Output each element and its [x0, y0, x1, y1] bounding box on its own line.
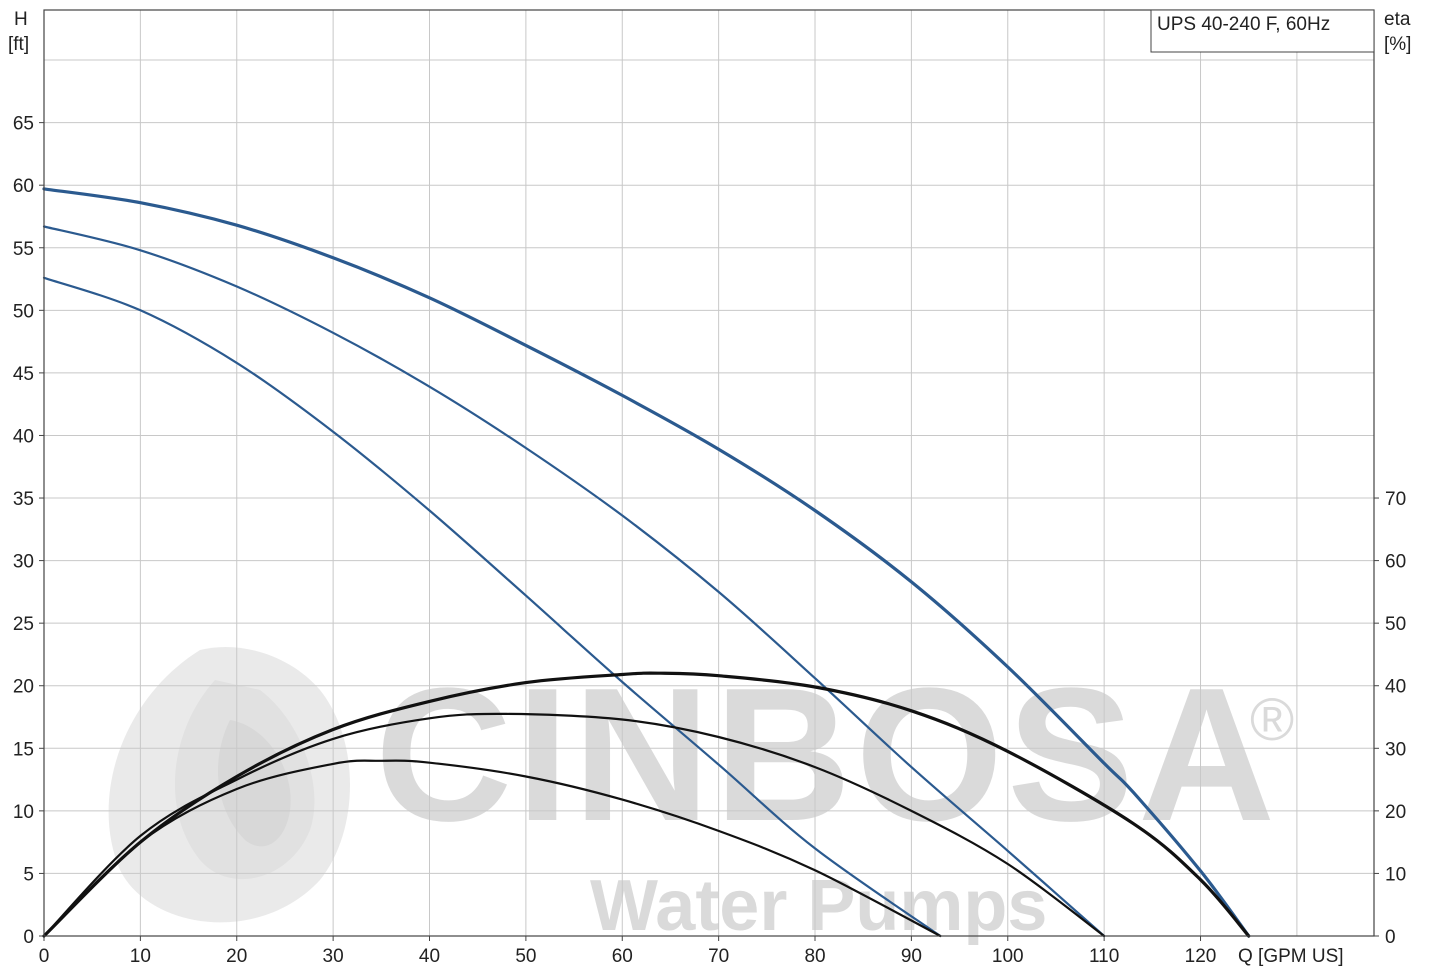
chart-title: UPS 40-240 F, 60Hz	[1157, 14, 1330, 35]
x-axis-label: Q [GPM US]	[1238, 946, 1344, 967]
x-tick-label: 10	[130, 946, 151, 967]
head-curve-1	[42, 187, 1251, 938]
y-left-tick-label: 15	[13, 739, 34, 760]
x-tick-label: 50	[515, 946, 536, 967]
chart-title-box: UPS 40-240 F, 60Hz	[1150, 9, 1375, 53]
watermark-registered: ®	[1250, 686, 1294, 753]
y-left-tick-label: 40	[13, 426, 34, 447]
x-tick-label: 60	[612, 946, 633, 967]
series-group	[42, 187, 1251, 938]
y-left-tick-label: 5	[23, 864, 34, 885]
watermark: CINBOSA Water Pumps ®	[108, 646, 1294, 946]
y-left-label-line2: [ft]	[8, 34, 29, 55]
y-right-tick-label: 10	[1385, 864, 1406, 885]
y-right-tick-label: 70	[1385, 489, 1406, 510]
y-left-tick-label: 0	[23, 927, 34, 948]
y-left-tick-label: 35	[13, 489, 34, 510]
head-curve-2	[42, 225, 1106, 938]
y-left-tick-label: 30	[13, 552, 34, 573]
efficiency-curve-1	[42, 671, 1251, 938]
y-right-tick-label: 0	[1385, 927, 1396, 948]
grid	[44, 10, 1374, 936]
y-right-tick-label: 60	[1385, 552, 1406, 573]
x-tick-label: 20	[226, 946, 247, 967]
y-right-label-line2: [%]	[1384, 34, 1411, 55]
x-tick-label: 90	[901, 946, 922, 967]
x-tick-label: 40	[419, 946, 440, 967]
x-tick-label: 110	[1089, 946, 1119, 967]
y-left-tick-label: 60	[13, 176, 34, 197]
y-left-tick-label: 65	[13, 114, 34, 135]
y-left-label-line1: H	[14, 9, 28, 30]
y-right-tick-label: 40	[1385, 677, 1406, 698]
x-tick-label: 70	[708, 946, 729, 967]
y-left-tick-labels: 0 5 10 15 20 25 30 35 40 45 50 55 60 65	[13, 114, 44, 948]
x-tick-label: 100	[992, 946, 1024, 967]
y-left-tick-label: 45	[13, 364, 34, 385]
x-tick-label: 120	[1185, 946, 1217, 967]
head-curve-3	[42, 276, 942, 938]
y-right-tick-label: 20	[1385, 802, 1406, 823]
y-right-label-line1: eta	[1384, 9, 1411, 30]
y-left-tick-label: 10	[13, 802, 34, 823]
y-left-tick-label: 50	[13, 301, 34, 322]
efficiency-curve-2	[42, 712, 1106, 938]
efficiency-curve-3	[42, 759, 942, 938]
y-right-tick-labels: 0 10 20 30 40 50 60 70	[1374, 489, 1406, 948]
y-left-tick-label: 55	[13, 239, 34, 260]
plot-frame	[43, 9, 1375, 937]
x-tick-label: 0	[39, 946, 50, 967]
x-tick-label: 80	[804, 946, 825, 967]
y-right-tick-label: 50	[1385, 614, 1406, 635]
watermark-logo-icon	[108, 646, 350, 923]
y-left-tick-label: 25	[13, 614, 34, 635]
y-left-tick-label: 20	[13, 677, 34, 698]
x-tick-labels: 0 10 20 30 40 50 60 70 80 90 100 110 120	[39, 936, 1217, 967]
watermark-subtitle: Water Pumps	[590, 866, 1047, 946]
y-right-tick-label: 30	[1385, 739, 1406, 760]
x-tick-label: 30	[323, 946, 344, 967]
